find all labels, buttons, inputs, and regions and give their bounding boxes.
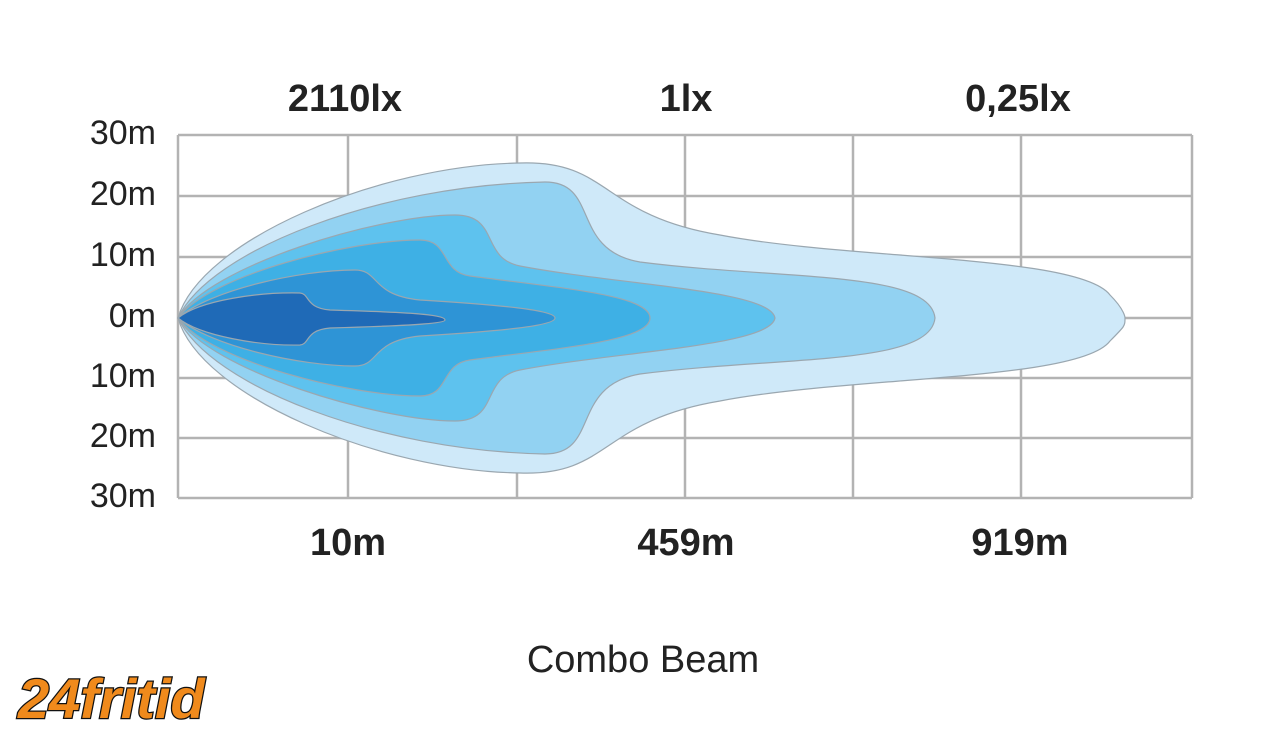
caption: Combo Beam <box>527 639 759 681</box>
y-label: 0m <box>109 297 156 335</box>
y-label: 20m <box>90 175 156 213</box>
beam-pattern <box>177 162 1126 474</box>
lux-label: 1lx <box>660 78 713 120</box>
distance-label: 10m <box>310 522 386 564</box>
beam-zone <box>177 292 446 346</box>
y-label: 20m <box>90 417 156 455</box>
y-label: 10m <box>90 236 156 274</box>
y-label: 30m <box>90 477 156 515</box>
y-label: 30m <box>90 114 156 152</box>
lux-label: 0,25lx <box>965 78 1071 120</box>
logo: 24fritid <box>17 667 206 730</box>
lux-label: 2110lx <box>288 78 402 120</box>
distance-label: 459m <box>637 522 734 564</box>
y-label: 10m <box>90 357 156 395</box>
distance-label: 919m <box>971 522 1068 564</box>
